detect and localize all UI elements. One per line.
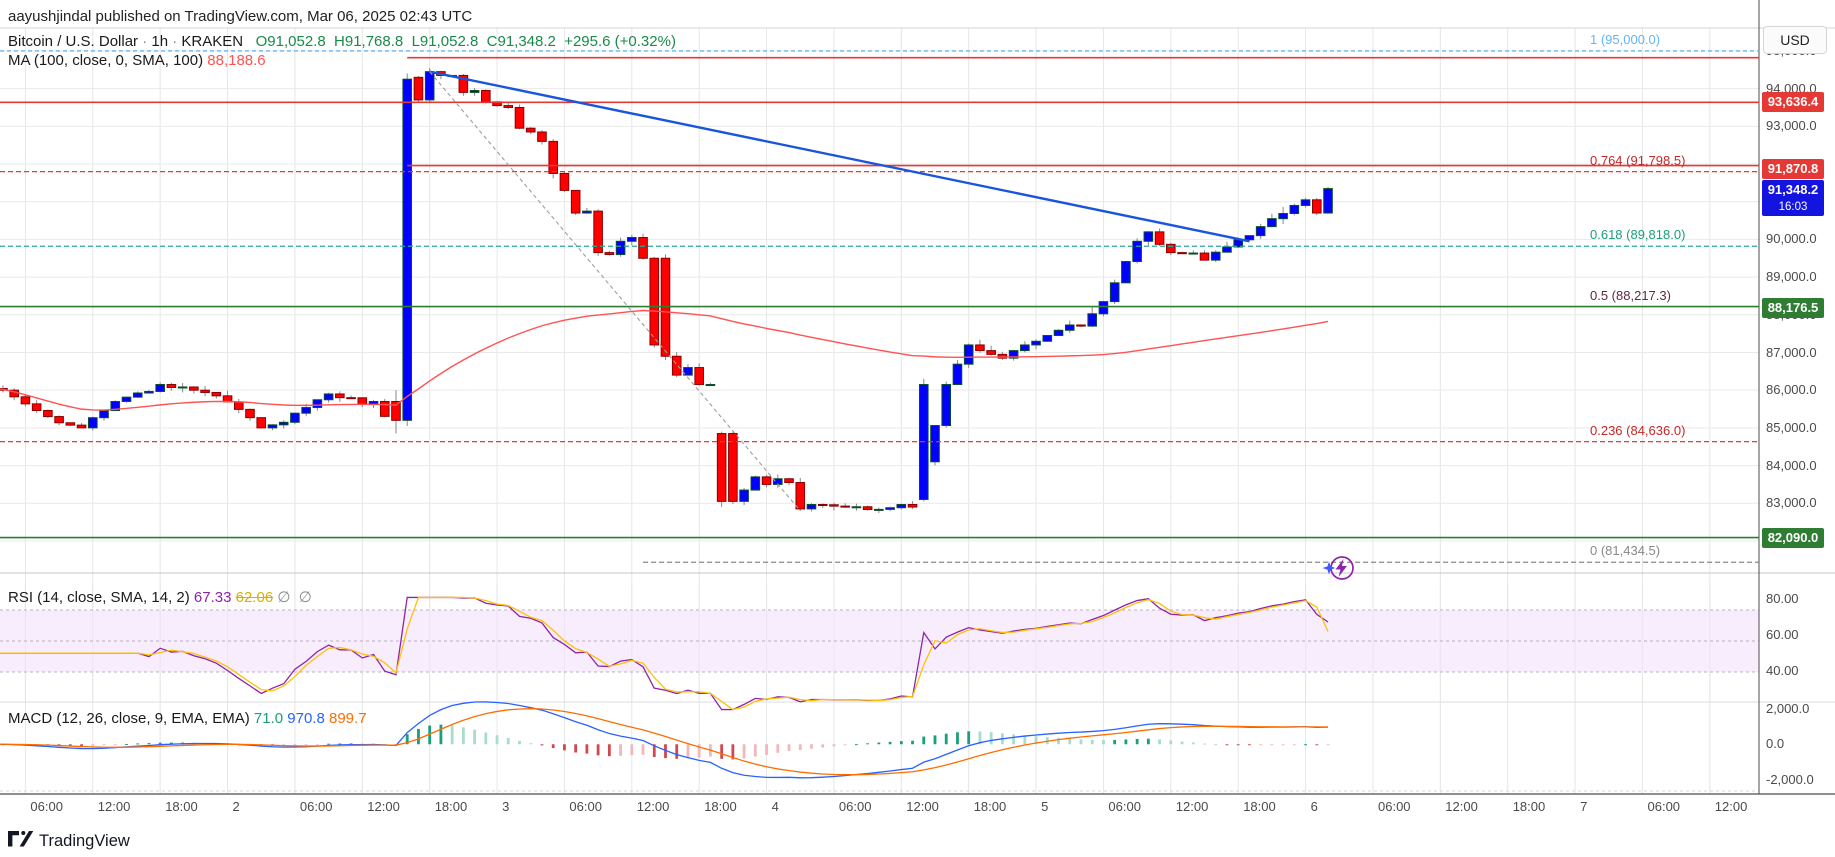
svg-text:TradingView: TradingView [39,832,130,850]
